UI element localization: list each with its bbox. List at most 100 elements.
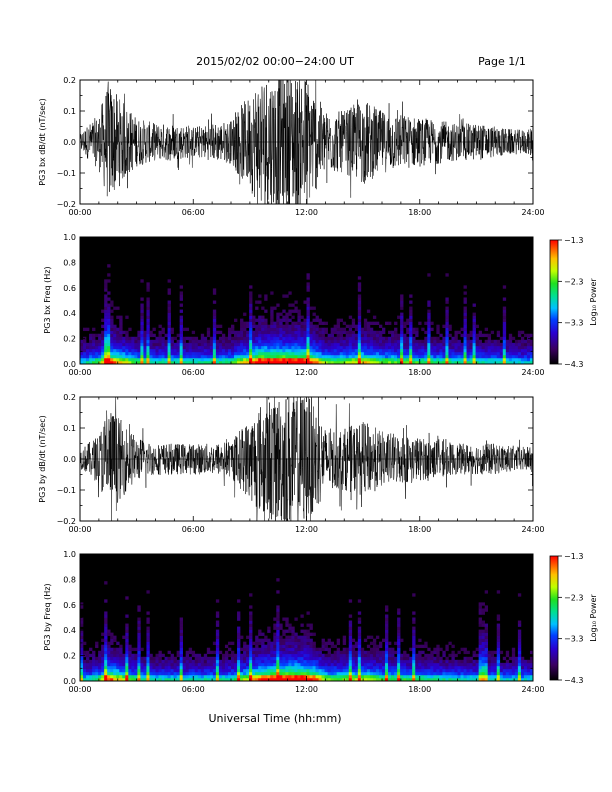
- spectrogram-cell: [415, 668, 419, 673]
- spectrogram-cell: [243, 336, 247, 341]
- spectrogram-cell: [427, 360, 431, 365]
- spectrogram-cell: [146, 348, 150, 353]
- spectrogram-cell: [182, 336, 186, 341]
- spectrogram-cell: [143, 354, 147, 359]
- spectrogram-cell: [261, 662, 265, 667]
- spectrogram-cell: [212, 336, 217, 341]
- spectrogram-cell: [161, 671, 165, 676]
- spectrogram-cell: [261, 357, 265, 362]
- spectrogram-cell: [354, 345, 359, 350]
- spectrogram-cell: [143, 348, 147, 353]
- spectrogram-cell: [282, 659, 286, 664]
- spectrogram-cell: [460, 665, 464, 670]
- spectrogram-cell: [391, 656, 395, 661]
- spectrogram-cell: [246, 354, 250, 359]
- spectrogram-cell: [209, 357, 214, 362]
- bx-dbdt-trace: [79, 79, 534, 205]
- spectrogram-cell: [463, 665, 467, 670]
- spectrogram-cell: [375, 357, 380, 362]
- spectrogram-cell: [285, 351, 289, 356]
- spectrogram-cell: [493, 665, 498, 670]
- spectrogram-cell: [342, 659, 347, 664]
- spectrogram-cell: [436, 671, 440, 676]
- spectrogram-cell: [348, 336, 353, 341]
- spectrogram-cell: [104, 357, 108, 362]
- spectrogram-cell: [505, 650, 510, 655]
- spectrogram-cell: [119, 656, 123, 661]
- spectrogram-cell: [357, 354, 362, 359]
- spectrogram-cell: [176, 671, 180, 676]
- spectrogram-cell: [255, 306, 259, 310]
- spectrogram-cell: [119, 324, 123, 329]
- spectrogram-cell: [517, 659, 522, 664]
- spectrogram-cell: [409, 345, 413, 350]
- spectrogram-cell: [264, 294, 268, 298]
- spectrogram-cell: [436, 653, 440, 658]
- spectrogram-cell: [113, 306, 117, 310]
- spectrogram-cell: [318, 671, 322, 676]
- spectrogram-cell: [179, 333, 183, 338]
- spectrogram-cell: [421, 327, 425, 332]
- spectrogram-cell: [375, 351, 380, 356]
- spectrogram-cell: [137, 659, 141, 664]
- spectrogram-cell: [131, 662, 135, 667]
- spectrogram-cell: [267, 336, 271, 341]
- spectrogram-cell: [224, 662, 229, 667]
- spectrogram-cell: [224, 668, 229, 673]
- spectrogram-cell: [427, 333, 431, 338]
- spectrogram-cell: [351, 336, 356, 341]
- spectrogram-cell: [110, 653, 114, 658]
- spectrogram-cell: [197, 674, 202, 679]
- spectrogram-cell: [382, 336, 386, 341]
- spectrogram-cell: [436, 662, 440, 667]
- spectrogram-cell: [146, 629, 150, 633]
- spectrogram-cell: [378, 668, 383, 673]
- spectrogram-cell: [511, 360, 516, 365]
- spectrogram-cell: [442, 665, 446, 670]
- spectrogram-cell: [424, 342, 428, 347]
- spectrogram-cell: [182, 351, 186, 356]
- spectrogram-cell: [526, 668, 531, 673]
- spectrogram-cell: [303, 629, 307, 633]
- spectrogram-cell: [249, 294, 253, 298]
- spectrogram-cell: [351, 321, 356, 325]
- spectrogram-cell: [279, 342, 283, 347]
- spectrogram-cell: [303, 677, 307, 682]
- spectrogram-cell: [484, 605, 488, 609]
- spectrogram-cell: [484, 644, 488, 649]
- spectrogram-cell: [505, 345, 510, 350]
- spectrogram-cell: [80, 659, 84, 664]
- spectrogram-cell: [170, 336, 174, 341]
- spectrogram-cell: [119, 665, 123, 670]
- spectrogram-cell: [255, 644, 259, 649]
- colorbar-gradient: [549, 555, 559, 681]
- spectrogram-cell: [394, 330, 398, 335]
- spectrogram-cell: [197, 360, 202, 365]
- spectrogram-cell: [400, 354, 404, 359]
- spectrogram-cell: [460, 668, 464, 673]
- spectrogram-cell: [508, 357, 513, 362]
- spectrogram-cell: [303, 665, 307, 670]
- spectrogram-cell: [107, 309, 111, 313]
- spectrogram-cell: [86, 674, 90, 679]
- spectrogram-cell: [397, 632, 401, 636]
- spectrogram-cell: [104, 324, 108, 329]
- spectrogram-cell: [188, 357, 193, 362]
- spectrogram-cell: [249, 668, 253, 673]
- spectrogram-cell: [128, 342, 132, 347]
- spectrogram-cell: [448, 333, 452, 338]
- spectrogram-cell: [137, 339, 141, 344]
- spectrogram-cell: [415, 671, 419, 676]
- spectrogram-cell: [366, 345, 371, 350]
- spectrogram-cell: [179, 330, 183, 335]
- spectrogram-cell: [303, 671, 307, 676]
- spectrogram-cell: [382, 659, 386, 664]
- spectrogram-cell: [209, 677, 214, 682]
- spectrogram-cell: [318, 357, 322, 362]
- spectrogram-cell: [179, 632, 183, 636]
- spectrogram-cell: [445, 309, 449, 313]
- spectrogram-cell: [472, 336, 476, 341]
- spectrogram-cell: [282, 333, 286, 338]
- spectrogram-cell: [427, 662, 431, 667]
- spectrogram-cell: [197, 653, 202, 658]
